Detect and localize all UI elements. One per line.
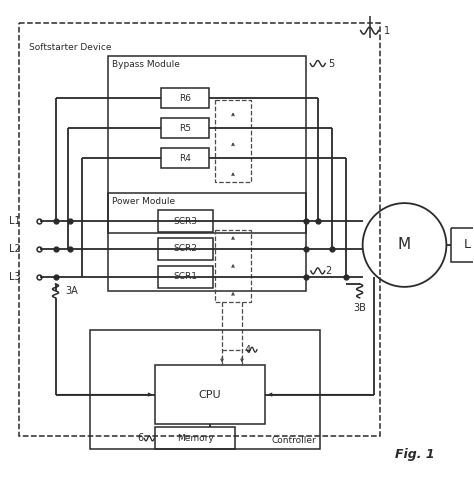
Bar (215, 230, 251, 302)
Bar (155, 365, 265, 424)
Bar (158, 266, 213, 288)
Text: R6: R6 (179, 94, 191, 103)
Bar (155, 427, 235, 449)
Bar (158, 238, 213, 260)
Text: L2: L2 (9, 244, 20, 254)
Text: L3: L3 (9, 272, 20, 282)
Bar (109, 193, 306, 291)
Text: 4: 4 (245, 345, 251, 354)
Bar (451, 228, 474, 262)
Text: R5: R5 (179, 124, 191, 133)
Text: 3B: 3B (354, 303, 366, 313)
Text: CPU: CPU (199, 389, 221, 399)
Text: SCR3: SCR3 (173, 217, 197, 226)
Bar (91, 330, 320, 449)
Text: M: M (398, 238, 411, 252)
Text: Power Module: Power Module (112, 197, 175, 206)
Bar (215, 101, 251, 182)
Bar (161, 148, 209, 168)
Bar (18, 23, 380, 436)
Text: Controller: Controller (271, 436, 316, 445)
Text: Softstarter Device: Softstarter Device (28, 43, 111, 52)
Text: Fig. 1: Fig. 1 (395, 448, 434, 461)
Text: 1: 1 (383, 25, 390, 35)
Text: 5: 5 (328, 58, 334, 68)
Bar (161, 118, 209, 138)
Bar (161, 89, 209, 108)
Text: SCR1: SCR1 (173, 273, 197, 281)
Text: 6: 6 (137, 433, 143, 444)
Bar (109, 56, 306, 233)
Text: SCR2: SCR2 (173, 244, 197, 253)
Text: Bypass Module: Bypass Module (112, 59, 180, 68)
Text: 2: 2 (326, 266, 332, 276)
Text: R4: R4 (179, 154, 191, 163)
Text: L: L (464, 239, 471, 251)
Bar (158, 210, 213, 232)
Text: Memory: Memory (177, 434, 213, 443)
Text: 3A: 3A (65, 286, 78, 296)
Text: L1: L1 (9, 216, 20, 226)
